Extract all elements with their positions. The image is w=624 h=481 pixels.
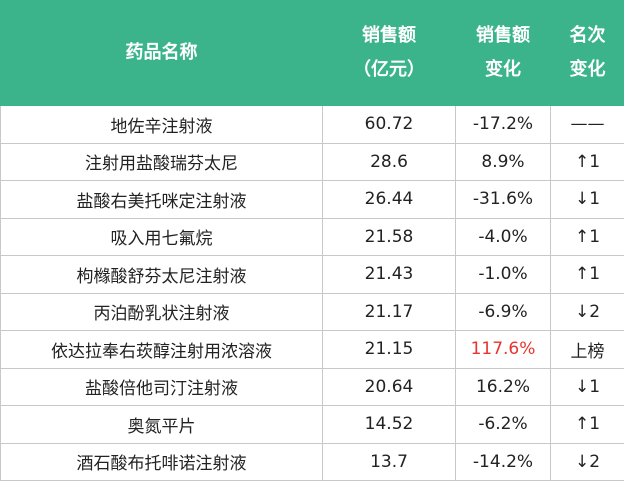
table-cell: 14.52 — [323, 406, 456, 444]
header-cell: 销售额变化 — [456, 1, 551, 106]
table-cell: 21.58 — [323, 218, 456, 256]
header-line: 药品名称 — [2, 36, 321, 70]
table-cell: -31.6% — [456, 181, 551, 219]
table-cell: -6.2% — [456, 406, 551, 444]
table-cell: 117.6% — [456, 331, 551, 369]
table-cell: ↓1 — [551, 368, 624, 406]
table-cell: 16.2% — [456, 368, 551, 406]
table-cell: 20.64 — [323, 368, 456, 406]
table-cell: ↑1 — [551, 143, 624, 181]
table-cell: 吸入用七氟烷 — [1, 218, 323, 256]
header-line: 变化 — [457, 53, 549, 87]
table-cell: 21.17 — [323, 293, 456, 331]
table-cell: 26.44 — [323, 181, 456, 219]
header-line: 销售额 — [324, 19, 454, 53]
header-line: 销售额 — [457, 19, 549, 53]
table-cell: 上榜 — [551, 331, 624, 369]
table-cell: ↑1 — [551, 218, 624, 256]
table-cell: 枸橼酸舒芬太尼注射液 — [1, 256, 323, 294]
table-cell: 13.7 — [323, 443, 456, 481]
table-cell: ↓1 — [551, 181, 624, 219]
table-cell: ↓2 — [551, 443, 624, 481]
header-cell: 药品名称 — [1, 1, 323, 106]
table-cell: 依达拉奉右莰醇注射用浓溶液 — [1, 331, 323, 369]
header-cell: 名次变化 — [551, 1, 624, 106]
table-cell: 地佐辛注射液 — [1, 106, 323, 144]
table-cell: 盐酸倍他司汀注射液 — [1, 368, 323, 406]
table-cell: 盐酸右美托咪定注射液 — [1, 181, 323, 219]
table-cell: ↓2 — [551, 293, 624, 331]
table-cell: 21.15 — [323, 331, 456, 369]
table-cell: 奥氮平片 — [1, 406, 323, 444]
header-line: 变化 — [552, 53, 623, 87]
table-cell: 酒石酸布托啡诺注射液 — [1, 443, 323, 481]
table-cell: ↑1 — [551, 256, 624, 294]
table-cell: ↑1 — [551, 406, 624, 444]
header-cell: 销售额（亿元） — [323, 1, 456, 106]
header-line: 名次 — [552, 19, 623, 53]
table-cell: -17.2% — [456, 106, 551, 144]
table-cell: -6.9% — [456, 293, 551, 331]
table-cell: 注射用盐酸瑞芬太尼 — [1, 143, 323, 181]
table-cell: 8.9% — [456, 143, 551, 181]
table-cell: -14.2% — [456, 443, 551, 481]
table-cell: 21.43 — [323, 256, 456, 294]
table-cell: 60.72 — [323, 106, 456, 144]
header-row: 药品名称销售额（亿元）销售额变化名次变化 — [1, 1, 624, 106]
table-cell: —— — [551, 106, 624, 144]
table-cell: -4.0% — [456, 218, 551, 256]
table-cell: 28.6 — [323, 143, 456, 181]
table-cell: 丙泊酚乳状注射液 — [1, 293, 323, 331]
table-cell: -1.0% — [456, 256, 551, 294]
header-line: （亿元） — [324, 53, 454, 87]
